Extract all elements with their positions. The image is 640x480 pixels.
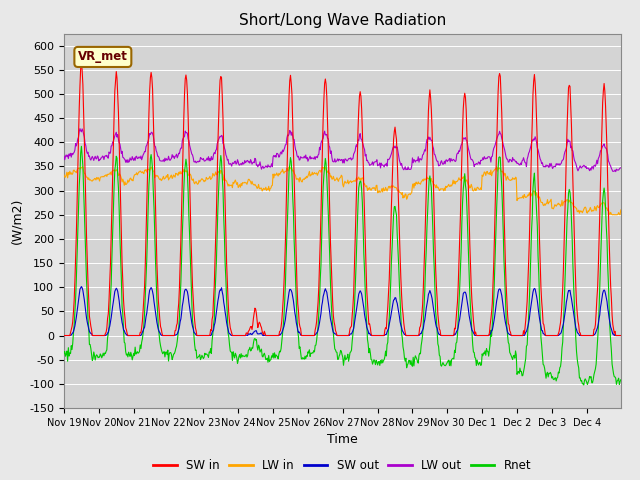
Legend: SW in, LW in, SW out, LW out, Rnet: SW in, LW in, SW out, LW out, Rnet <box>148 455 536 477</box>
X-axis label: Time: Time <box>327 433 358 446</box>
Y-axis label: (W/m2): (W/m2) <box>11 198 24 244</box>
Title: Short/Long Wave Radiation: Short/Long Wave Radiation <box>239 13 446 28</box>
Text: VR_met: VR_met <box>78 50 128 63</box>
